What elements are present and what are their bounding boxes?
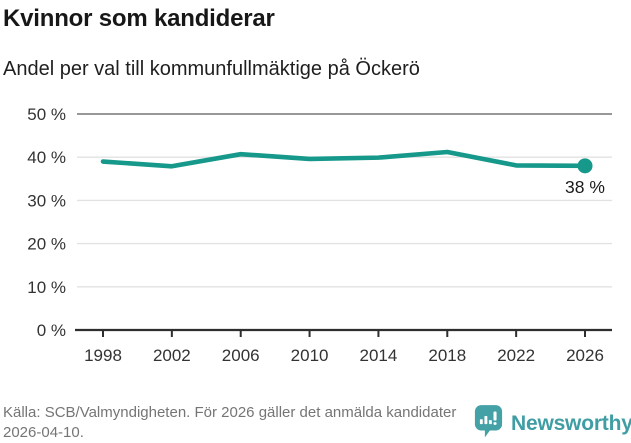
brand-lockup: Newsworthy	[474, 404, 631, 443]
y-tick-label: 30 %	[27, 191, 66, 210]
y-tick-label: 50 %	[27, 105, 66, 124]
chart-area: 0 % 10 % 20 % 30 % 40 % 50 % 1998 2002 2006 2010 2…	[0, 95, 631, 380]
end-value-label: 38 %	[565, 177, 605, 197]
brand-name: Newsworthy	[511, 411, 631, 435]
chart-footer: Källa: SCB/Valmyndigheten. För 2026 gäll…	[0, 398, 631, 441]
y-tick-label: 40 %	[27, 148, 66, 167]
x-tick-label: 2002	[153, 346, 191, 365]
newsworthy-logo-icon	[474, 404, 503, 443]
y-tick-label: 0 %	[37, 321, 66, 340]
x-tick-label: 1998	[84, 346, 122, 365]
x-tick-label: 2010	[291, 346, 329, 365]
line-chart: 0 % 10 % 20 % 30 % 40 % 50 % 1998 2002 2006 2010 2…	[27, 105, 612, 365]
x-tick-label: 2014	[360, 346, 398, 365]
y-tick-label: 20 %	[27, 235, 66, 254]
endpoint-marker	[577, 158, 593, 174]
x-tick-label: 2006	[222, 346, 260, 365]
x-tick-label: 2018	[428, 346, 466, 365]
chart-subtitle: Andel per val till kommunfullmäktige på …	[3, 58, 420, 80]
x-tick-label: 2026	[566, 346, 604, 365]
chart-title: Kvinnor som kandiderar	[3, 5, 275, 32]
data-line	[100, 149, 588, 169]
y-tick-label: 10 %	[27, 278, 66, 297]
x-tick-label: 2022	[497, 346, 535, 365]
source-note: Källa: SCB/Valmyndigheten. För 2026 gäll…	[3, 404, 457, 441]
